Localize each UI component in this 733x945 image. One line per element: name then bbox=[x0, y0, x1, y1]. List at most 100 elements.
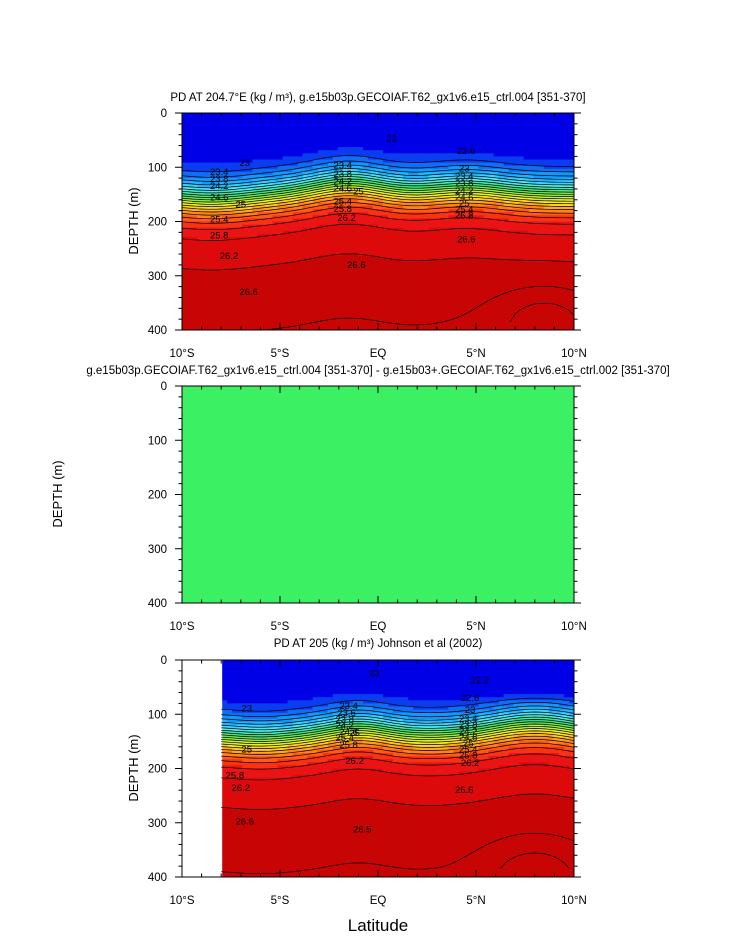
density-cell bbox=[367, 125, 374, 130]
density-cell bbox=[528, 243, 535, 247]
density-cell bbox=[192, 302, 198, 306]
density-cell bbox=[548, 137, 555, 142]
density-cell bbox=[423, 277, 429, 281]
density-cell bbox=[352, 218, 359, 223]
density-cell bbox=[272, 283, 279, 288]
density-cell bbox=[498, 227, 505, 232]
density-cell bbox=[398, 274, 404, 278]
density-cell bbox=[518, 168, 525, 173]
density-cell bbox=[393, 116, 399, 120]
density-cell bbox=[202, 168, 208, 173]
density-cell bbox=[483, 147, 490, 151]
density-cell bbox=[558, 119, 565, 123]
density-cell bbox=[317, 187, 324, 192]
density-cell bbox=[247, 184, 253, 188]
density-cell bbox=[197, 218, 203, 223]
density-cell bbox=[292, 168, 299, 173]
density-cell bbox=[488, 153, 495, 157]
density-cell bbox=[237, 261, 243, 266]
density-cell bbox=[553, 209, 560, 213]
density-cell bbox=[242, 119, 248, 123]
density-cell bbox=[453, 150, 460, 154]
density-cell bbox=[342, 156, 349, 161]
density-cell bbox=[247, 144, 253, 148]
density-cell bbox=[337, 299, 344, 303]
density-cell bbox=[548, 277, 555, 281]
density-cell bbox=[408, 227, 414, 232]
density-cell bbox=[202, 202, 208, 207]
density-cell bbox=[403, 252, 409, 257]
density-cell bbox=[207, 252, 213, 257]
density-cell bbox=[247, 237, 253, 241]
density-cell bbox=[267, 137, 274, 142]
density-cell bbox=[372, 249, 379, 254]
density-cell bbox=[498, 237, 505, 241]
density-cell bbox=[187, 252, 193, 257]
density-cell bbox=[372, 277, 379, 281]
density-cell bbox=[337, 227, 344, 232]
density-cell bbox=[252, 193, 258, 198]
density-cell bbox=[282, 271, 289, 275]
density-cell bbox=[553, 227, 560, 232]
density-cell bbox=[332, 113, 339, 117]
density-cell bbox=[508, 271, 515, 275]
density-cell bbox=[473, 221, 480, 226]
density-cell bbox=[192, 249, 198, 254]
density-cell bbox=[212, 264, 218, 269]
density-cell bbox=[538, 299, 545, 303]
density-cell bbox=[252, 153, 258, 157]
density-cell bbox=[292, 113, 299, 117]
density-cell bbox=[302, 249, 309, 254]
density-cell bbox=[322, 125, 329, 130]
density-cell bbox=[332, 171, 339, 176]
density-cell bbox=[558, 206, 565, 210]
density-cell bbox=[247, 202, 253, 207]
density-cell bbox=[428, 125, 434, 130]
density-cell bbox=[548, 280, 555, 285]
density-cell bbox=[458, 140, 465, 145]
density-cell bbox=[483, 184, 490, 188]
density-cell bbox=[307, 271, 314, 275]
density-cell bbox=[277, 252, 284, 257]
density-cell bbox=[488, 212, 495, 216]
density-cell bbox=[523, 246, 530, 250]
density-cell bbox=[433, 215, 439, 219]
density-cell bbox=[287, 156, 294, 161]
density-cell bbox=[558, 215, 565, 219]
density-cell bbox=[282, 137, 289, 142]
density-cell bbox=[327, 289, 334, 294]
density-cell bbox=[518, 252, 525, 257]
density-cell bbox=[182, 302, 188, 306]
density-cell bbox=[448, 128, 454, 133]
density-cell bbox=[538, 224, 545, 229]
density-cell bbox=[438, 230, 444, 235]
density-cell bbox=[347, 119, 354, 123]
density-cell bbox=[237, 150, 243, 154]
density-cell bbox=[408, 187, 414, 192]
density-cell bbox=[543, 246, 550, 250]
density-cell bbox=[483, 264, 490, 269]
density-cell bbox=[418, 261, 424, 266]
density-cell bbox=[347, 286, 354, 291]
density-cell bbox=[237, 277, 243, 281]
density-cell bbox=[212, 144, 218, 148]
density-cell bbox=[453, 125, 460, 130]
density-cell bbox=[388, 277, 394, 281]
density-cell bbox=[227, 227, 233, 232]
density-cell bbox=[553, 187, 560, 192]
density-cell bbox=[232, 230, 238, 235]
density-cell bbox=[528, 277, 535, 281]
density-cell bbox=[438, 147, 444, 151]
density-cell bbox=[568, 162, 574, 167]
density-cell bbox=[327, 184, 334, 188]
density-cell bbox=[503, 261, 510, 266]
density-cell bbox=[533, 128, 540, 133]
density-cell bbox=[272, 140, 279, 145]
density-cell bbox=[367, 308, 374, 312]
density-cell bbox=[247, 165, 253, 170]
density-cell bbox=[548, 261, 555, 266]
density-cell bbox=[237, 134, 243, 139]
density-cell bbox=[302, 268, 309, 272]
density-cell bbox=[247, 171, 253, 176]
density-cell bbox=[197, 159, 203, 164]
